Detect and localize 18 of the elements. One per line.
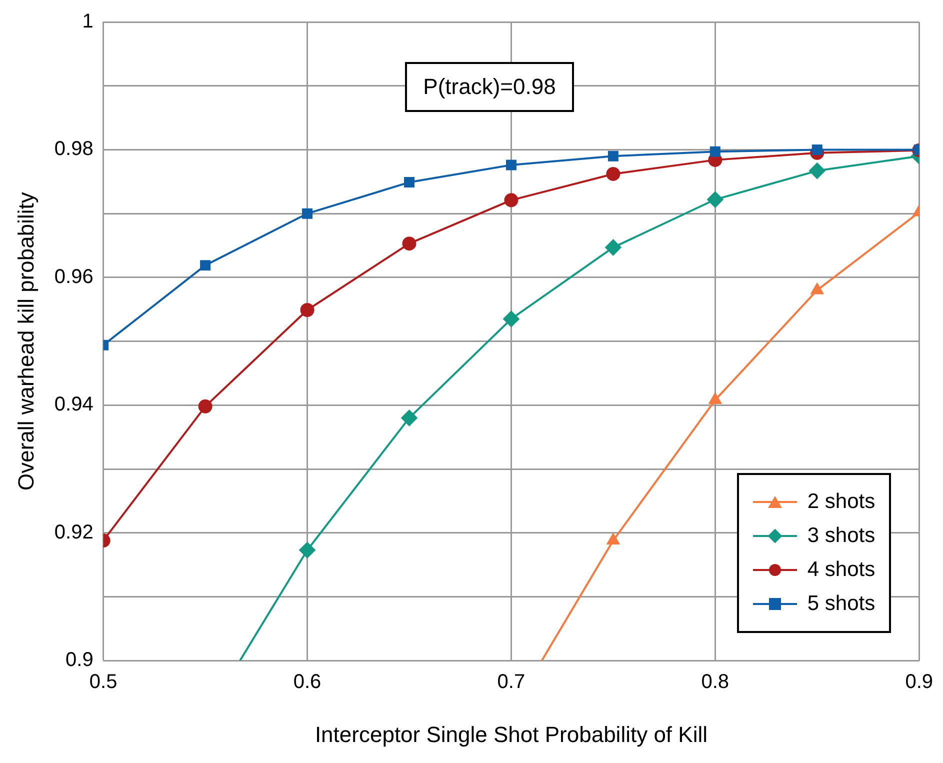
legend-label: 3 shots: [807, 524, 876, 548]
y-tick-label: 0.9: [66, 649, 94, 672]
annotation: P(track)=0.98: [405, 62, 574, 112]
y-tick-label: 0.98: [54, 138, 94, 160]
x-tick-label: 0.9: [905, 671, 934, 694]
y-tick-label: 1: [82, 10, 94, 33]
x-tick-label: 0.8: [701, 671, 730, 694]
x-axis-title: Interceptor Single Shot Probability of Kill: [314, 722, 708, 747]
legend-label: 4 shots: [807, 558, 876, 582]
y-axis-title: Overall warhead kill probability: [13, 192, 38, 490]
y-tick-label: 0.92: [54, 521, 94, 544]
y-tick-label: 0.96: [54, 266, 94, 288]
legend-label: 5 shots: [807, 592, 876, 616]
y-tick-label: 0.94: [54, 394, 94, 416]
legend-label: 2 shots: [807, 490, 876, 514]
x-tick-label: 0.5: [89, 671, 118, 694]
x-tick-label: 0.6: [293, 671, 322, 694]
x-tick-label: 0.7: [497, 671, 526, 694]
